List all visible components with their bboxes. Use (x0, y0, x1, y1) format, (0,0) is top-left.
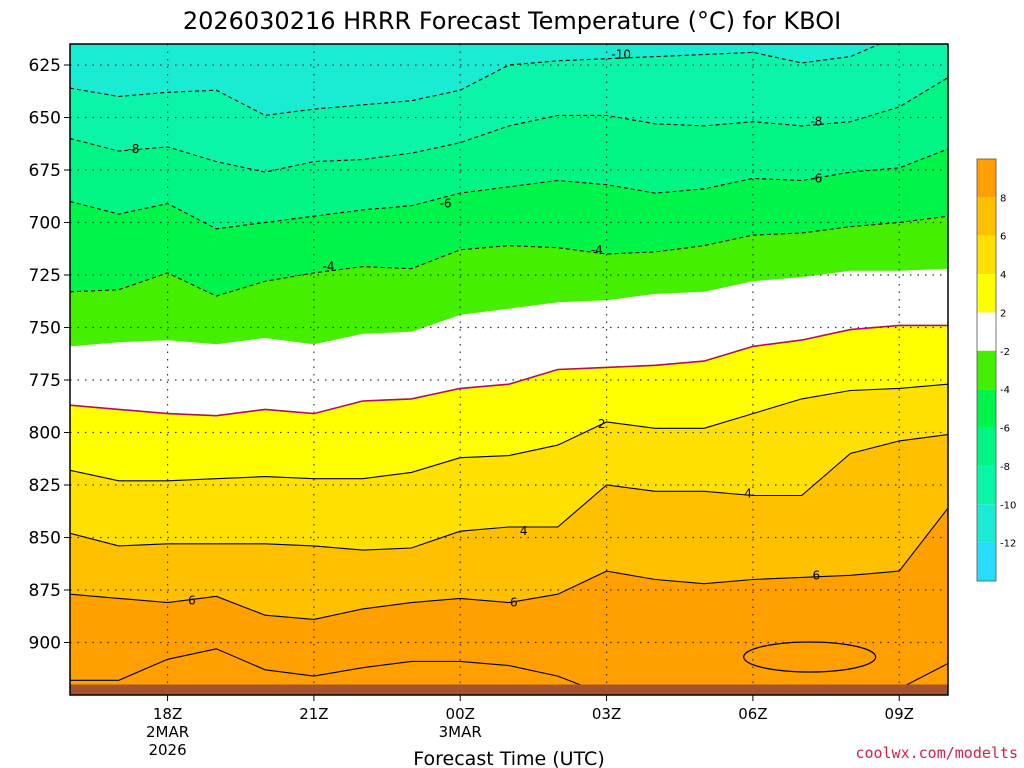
colorbar-tick-8: -10 (1000, 500, 1016, 511)
x-tick-label-00Z: 00Z (446, 705, 475, 723)
contour-label--6-0: -6 (440, 197, 452, 211)
warm-pocket-8 (743, 641, 877, 673)
y-tick-label-625: 625 (29, 56, 61, 76)
x-tick-year-18Z: 2026 (148, 741, 186, 759)
x-tick-label-09Z: 09Z (885, 705, 914, 723)
y-axis: 625 650 675 700 725 750 775 800 825 850 875 900 (29, 56, 70, 654)
isotherm--4 (70, 215, 948, 297)
plot-area: -10-8-8-6-6-4-42446668 (69, 36, 949, 696)
colorbar-swatch-8 (977, 465, 996, 505)
credit-text: coolwx.com/modelts (855, 744, 1018, 762)
contour-label--8-1: -8 (810, 115, 822, 129)
x-tick-label-03Z: 03Z (592, 705, 621, 723)
colorbar-tick-0: 8 (1000, 193, 1006, 204)
colorbar-tick-2: 4 (1000, 270, 1006, 281)
y-tick-label-875: 875 (29, 581, 61, 601)
isotherm--8 (70, 77, 948, 173)
x-axis-label: Forecast Time (UTC) (413, 748, 604, 768)
y-tick-label-750: 750 (29, 319, 61, 339)
contour-label--6-1: -6 (810, 171, 822, 185)
x-tick-sublabel-00Z: 3MAR (439, 723, 482, 741)
colorbar-tick-1: 6 (1000, 232, 1006, 243)
contour-label-2-0: 2 (598, 417, 606, 431)
isotherm-2 (70, 383, 948, 482)
contour-label--8-0: -8 (127, 142, 139, 156)
colorbar-tick-5: -4 (1000, 385, 1010, 396)
contour-layers: -10-8-8-6-6-4-42446668 (70, 36, 948, 695)
colorbar-swatch-7 (977, 427, 996, 466)
isotherm-8 (70, 648, 948, 695)
x-tick-label-21Z: 21Z (299, 705, 328, 723)
y-tick-label-650: 650 (29, 109, 61, 129)
colorbar-swatch-1 (977, 197, 996, 236)
colorbar-tick-7: -8 (1000, 462, 1010, 473)
band-below-6 (70, 508, 948, 695)
contour-label--4-0: -4 (323, 260, 335, 274)
contour-label--4-1: -4 (591, 243, 603, 257)
band-below-8 (70, 648, 948, 695)
colorbar-frame (976, 158, 997, 582)
ground-strip (70, 684, 948, 695)
colorbar-swatch-5 (977, 350, 996, 390)
colorbar-tick-3: 2 (1000, 308, 1006, 319)
colorbar-swatch-9 (977, 504, 996, 543)
contour-label-4-1: 4 (744, 486, 752, 500)
colorbar-swatch-3 (977, 274, 996, 313)
isotherm-0 (70, 324, 948, 417)
y-tick-label-800: 800 (29, 424, 61, 444)
isotherm--6 (70, 148, 948, 230)
colorbar-tick-9: -12 (1000, 539, 1016, 550)
contour-label-4-0: 4 (520, 524, 528, 538)
y-tick-label-700: 700 (29, 214, 61, 234)
isotherm-6 (70, 507, 948, 620)
colorbar: 8 6 4 2 -2 -4 -6 -8 -10 -12 (976, 158, 1016, 582)
x-tick-label-06Z: 06Z (738, 705, 767, 723)
colorbar-swatch-10 (977, 542, 996, 581)
colorbar-swatch-2 (977, 235, 996, 275)
colorbar-swatch-4 (977, 312, 996, 351)
colorbar-swatch-0 (977, 159, 996, 198)
isotherm--10 (70, 44, 882, 116)
y-tick-label-775: 775 (29, 371, 61, 391)
x-tick-label-18Z: 18Z (153, 705, 182, 723)
colorbar-swatch-6 (977, 389, 996, 428)
contour-label--10-0: -10 (611, 48, 631, 62)
y-tick-label-675: 675 (29, 161, 61, 181)
colorbar-tick-6: -6 (1000, 424, 1010, 435)
y-tick-label-850: 850 (29, 529, 61, 549)
y-tick-label-725: 725 (29, 266, 61, 286)
y-tick-label-900: 900 (29, 634, 61, 654)
plot-frame (69, 43, 949, 696)
chart-title: 2026030216 HRRR Forecast Temperature (°C… (183, 7, 841, 35)
contour-label-6-1: 6 (510, 596, 518, 610)
x-tick-sublabel-18Z: 2MAR (146, 723, 189, 741)
colorbar-tick-4: -2 (1000, 347, 1010, 358)
contour-label-6-0: 6 (188, 594, 196, 608)
contour-label-6-2: 6 (812, 568, 820, 582)
isotherm--12 (70, 36, 948, 42)
y-tick-label-825: 825 (29, 476, 61, 496)
isotherm-4 (70, 434, 948, 551)
